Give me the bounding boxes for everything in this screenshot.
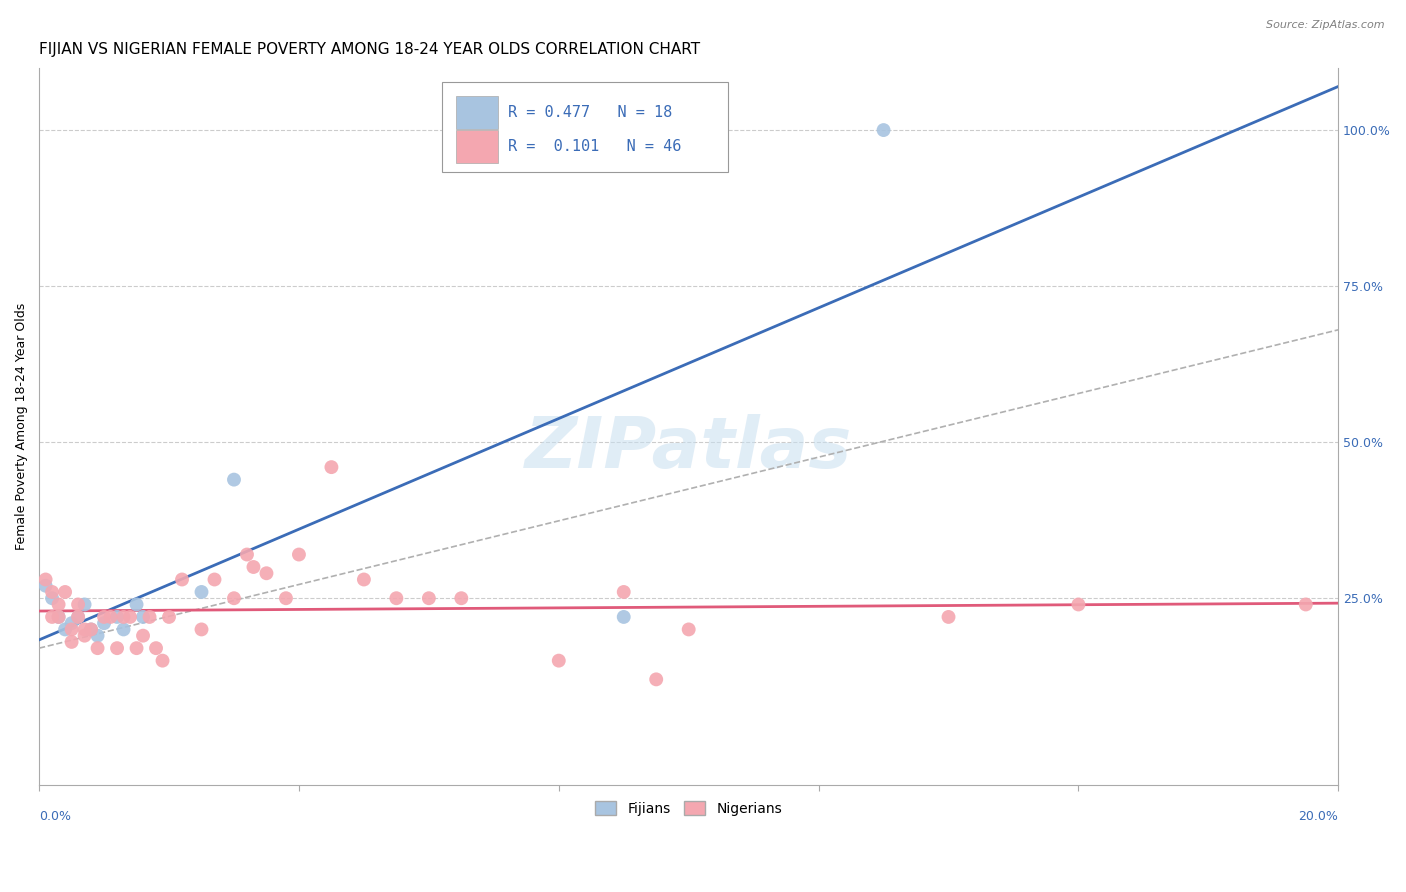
Point xyxy=(48,610,70,624)
Point xyxy=(450,591,472,606)
Point xyxy=(93,616,115,631)
Point xyxy=(41,591,63,606)
Point xyxy=(132,610,155,624)
Point xyxy=(48,610,70,624)
Point xyxy=(41,610,63,624)
Point xyxy=(222,591,245,606)
FancyBboxPatch shape xyxy=(456,130,498,163)
Point xyxy=(105,641,128,656)
Point xyxy=(53,585,76,599)
Point xyxy=(73,598,96,612)
Point xyxy=(1295,598,1317,612)
Point xyxy=(872,123,894,137)
Point xyxy=(60,616,83,631)
Point xyxy=(48,598,70,612)
Point xyxy=(288,548,311,562)
Point xyxy=(145,641,167,656)
Point xyxy=(67,610,90,624)
Point xyxy=(93,610,115,624)
Point xyxy=(53,623,76,637)
Point xyxy=(274,591,297,606)
Point xyxy=(86,629,108,643)
Point xyxy=(190,585,212,599)
Point xyxy=(34,573,56,587)
Point xyxy=(132,629,155,643)
FancyBboxPatch shape xyxy=(441,82,728,172)
Point xyxy=(60,623,83,637)
Point xyxy=(645,673,668,687)
Point xyxy=(242,560,264,574)
FancyBboxPatch shape xyxy=(456,96,498,129)
Point xyxy=(125,598,148,612)
Point xyxy=(157,610,180,624)
Point xyxy=(385,591,408,606)
Point xyxy=(353,573,375,587)
Point xyxy=(118,610,141,624)
Point xyxy=(73,629,96,643)
Point xyxy=(60,635,83,649)
Point xyxy=(80,623,103,637)
Point xyxy=(86,641,108,656)
Point xyxy=(73,623,96,637)
Point xyxy=(67,610,90,624)
Point xyxy=(112,610,135,624)
Point xyxy=(613,610,636,624)
Text: ZIPatlas: ZIPatlas xyxy=(524,414,852,483)
Point xyxy=(138,610,160,624)
Point xyxy=(34,579,56,593)
Point xyxy=(105,610,128,624)
Point xyxy=(418,591,440,606)
Point xyxy=(222,473,245,487)
Point xyxy=(100,610,122,624)
Point xyxy=(678,623,700,637)
Point xyxy=(152,654,174,668)
Text: Source: ZipAtlas.com: Source: ZipAtlas.com xyxy=(1267,20,1385,29)
Point xyxy=(547,654,569,668)
Text: 0.0%: 0.0% xyxy=(39,811,72,823)
Text: FIJIAN VS NIGERIAN FEMALE POVERTY AMONG 18-24 YEAR OLDS CORRELATION CHART: FIJIAN VS NIGERIAN FEMALE POVERTY AMONG … xyxy=(39,42,700,57)
Point xyxy=(613,585,636,599)
Text: R = 0.477   N = 18: R = 0.477 N = 18 xyxy=(508,105,672,120)
Text: R =  0.101   N = 46: R = 0.101 N = 46 xyxy=(508,139,682,154)
Point xyxy=(170,573,193,587)
Point xyxy=(938,610,960,624)
Point xyxy=(80,623,103,637)
Point xyxy=(204,573,226,587)
Point xyxy=(67,598,90,612)
Point xyxy=(321,460,343,475)
Point xyxy=(1067,598,1090,612)
Point xyxy=(112,623,135,637)
Text: 20.0%: 20.0% xyxy=(1298,811,1339,823)
Point xyxy=(125,641,148,656)
Y-axis label: Female Poverty Among 18-24 Year Olds: Female Poverty Among 18-24 Year Olds xyxy=(15,303,28,550)
Point xyxy=(41,585,63,599)
Point xyxy=(256,566,278,581)
Legend: Fijians, Nigerians: Fijians, Nigerians xyxy=(589,796,787,822)
Point xyxy=(236,548,259,562)
Point xyxy=(190,623,212,637)
